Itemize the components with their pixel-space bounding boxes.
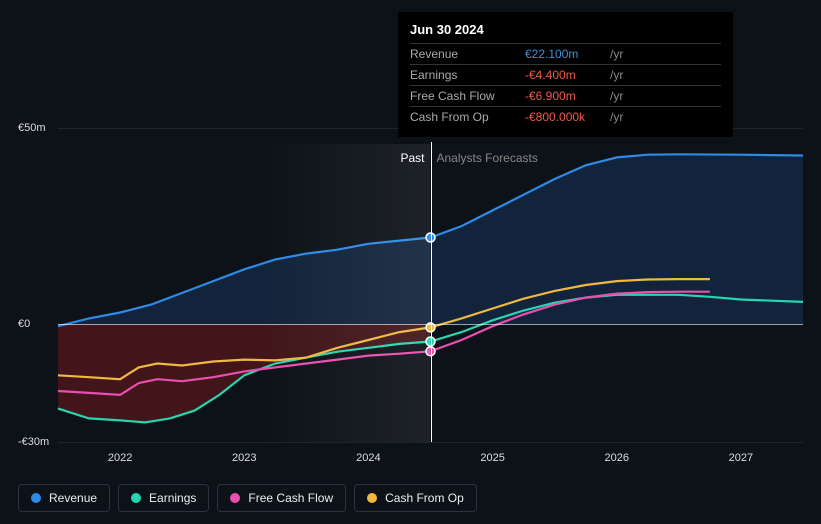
legend-label: Earnings xyxy=(149,491,196,505)
tooltip-row-suffix: /yr xyxy=(610,47,623,61)
tooltip-row-label: Revenue xyxy=(410,47,525,61)
past-shade xyxy=(257,144,431,442)
x-tick-label: 2025 xyxy=(480,452,504,464)
gridline-horizontal xyxy=(58,442,803,443)
legend-item-revenue[interactable]: Revenue xyxy=(18,484,110,512)
legend-label: Free Cash Flow xyxy=(248,491,333,505)
tooltip-panel: Jun 30 2024 Revenue€22.100m/yrEarnings-€… xyxy=(398,12,733,137)
tooltip-row: Earnings-€4.400m/yr xyxy=(410,64,721,85)
x-tick-label: 2026 xyxy=(605,452,629,464)
legend-swatch xyxy=(131,493,141,503)
split-line xyxy=(431,142,432,442)
tooltip-row-value: -€4.400m xyxy=(525,68,610,82)
x-tick-label: 2024 xyxy=(356,452,380,464)
tooltip-row: Cash From Op-€800.000k/yr xyxy=(410,106,721,127)
x-tick-label: 2027 xyxy=(729,452,753,464)
legend-swatch xyxy=(230,493,240,503)
tooltip-row-suffix: /yr xyxy=(610,68,623,82)
split-label-past: Past xyxy=(400,151,424,165)
tooltip-row-label: Cash From Op xyxy=(410,110,525,124)
legend-item-free-cash-flow[interactable]: Free Cash Flow xyxy=(217,484,346,512)
tooltip-row-suffix: /yr xyxy=(610,89,623,103)
tooltip-row: Revenue€22.100m/yr xyxy=(410,43,721,64)
tooltip-row-label: Earnings xyxy=(410,68,525,82)
split-label-forecast: Analysts Forecasts xyxy=(437,151,538,165)
tooltip-row-value: -€800.000k xyxy=(525,110,610,124)
legend-swatch xyxy=(31,493,41,503)
tooltip-row-suffix: /yr xyxy=(610,110,623,124)
tooltip-row-value: €22.100m xyxy=(525,47,610,61)
legend-swatch xyxy=(367,493,377,503)
y-tick-label: €50m xyxy=(18,122,46,134)
y-tick-label: -€30m xyxy=(18,436,49,448)
x-tick-label: 2023 xyxy=(232,452,256,464)
tooltip-row: Free Cash Flow-€6.900m/yr xyxy=(410,85,721,106)
legend-label: Revenue xyxy=(49,491,97,505)
legend-item-cash-from-op[interactable]: Cash From Op xyxy=(354,484,477,512)
tooltip-row-label: Free Cash Flow xyxy=(410,89,525,103)
legend-label: Cash From Op xyxy=(385,491,464,505)
tooltip-date: Jun 30 2024 xyxy=(410,22,721,43)
x-tick-label: 2022 xyxy=(108,452,132,464)
legend: Revenue Earnings Free Cash Flow Cash From O… xyxy=(18,484,477,512)
tooltip-row-value: -€6.900m xyxy=(525,89,610,103)
legend-item-earnings[interactable]: Earnings xyxy=(118,484,209,512)
y-tick-label: €0 xyxy=(18,318,30,330)
